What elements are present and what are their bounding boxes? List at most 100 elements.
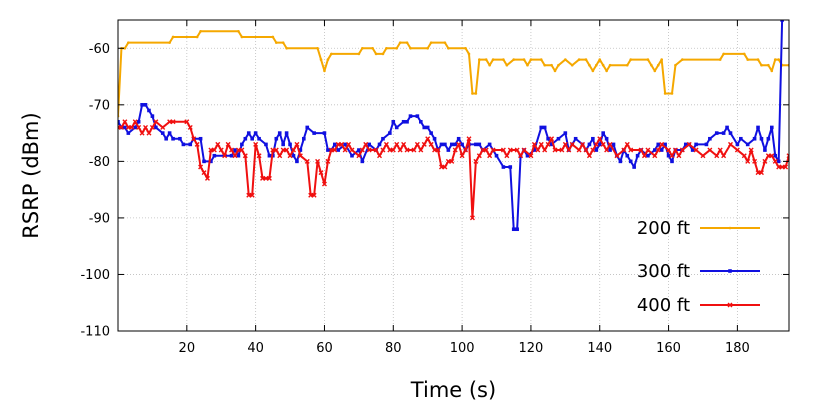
data-point bbox=[250, 136, 254, 141]
data-point bbox=[367, 142, 371, 147]
data-point bbox=[401, 119, 406, 124]
data-point bbox=[653, 148, 657, 152]
x-tick-label: 40 bbox=[247, 341, 264, 356]
data-point bbox=[587, 142, 592, 147]
data-point bbox=[758, 170, 764, 176]
data-point bbox=[508, 165, 513, 169]
data-point bbox=[597, 142, 602, 147]
data-point bbox=[160, 124, 166, 130]
data-point bbox=[356, 153, 362, 159]
data-point bbox=[767, 63, 770, 67]
data-point bbox=[694, 142, 698, 147]
data-point bbox=[501, 165, 506, 169]
data-point bbox=[405, 119, 409, 124]
data-point bbox=[742, 52, 746, 56]
data-point bbox=[460, 142, 464, 147]
data-point bbox=[655, 147, 661, 153]
data-point bbox=[229, 153, 234, 158]
data-point bbox=[773, 153, 778, 158]
data-point bbox=[414, 141, 420, 147]
data-point bbox=[780, 20, 784, 22]
data-point bbox=[233, 148, 237, 152]
data-point bbox=[229, 147, 235, 153]
data-point bbox=[266, 175, 272, 181]
data-point bbox=[415, 114, 420, 118]
data-point bbox=[394, 141, 400, 147]
data-point bbox=[717, 147, 723, 153]
data-point bbox=[686, 141, 692, 147]
data-point bbox=[756, 125, 760, 130]
data-point bbox=[552, 147, 558, 153]
data-point bbox=[752, 136, 757, 141]
y-tick-label: -80 bbox=[89, 155, 110, 170]
data-point bbox=[660, 58, 663, 61]
y-tick-label: -90 bbox=[89, 211, 110, 226]
data-point bbox=[511, 227, 516, 232]
data-point bbox=[708, 136, 712, 141]
data-point bbox=[336, 148, 341, 152]
data-point bbox=[666, 147, 672, 153]
data-point bbox=[295, 159, 299, 164]
data-point bbox=[126, 131, 131, 135]
x-tick-label: 160 bbox=[656, 341, 681, 356]
data-point bbox=[584, 58, 588, 61]
data-point bbox=[700, 153, 706, 159]
data-point bbox=[491, 58, 495, 61]
data-point bbox=[411, 147, 417, 153]
data-point bbox=[325, 158, 331, 164]
data-point bbox=[549, 136, 555, 142]
data-point bbox=[346, 141, 352, 147]
data-point bbox=[271, 35, 275, 39]
x-tick-label: 180 bbox=[725, 341, 750, 356]
data-point bbox=[670, 92, 674, 95]
data-point bbox=[722, 52, 725, 56]
data-point bbox=[449, 158, 455, 164]
data-point bbox=[202, 159, 206, 164]
data-point bbox=[194, 141, 200, 147]
data-point bbox=[129, 124, 135, 130]
series-line bbox=[118, 20, 784, 231]
data-point bbox=[284, 131, 289, 135]
data-point bbox=[783, 164, 789, 170]
data-point bbox=[477, 142, 482, 147]
data-point bbox=[409, 46, 412, 50]
data-point bbox=[188, 142, 193, 147]
data-point bbox=[311, 192, 317, 198]
data-point bbox=[178, 136, 182, 141]
data-point bbox=[237, 30, 240, 33]
legend-label: 200 ft bbox=[637, 218, 690, 239]
data-point bbox=[118, 119, 120, 124]
data-point bbox=[359, 147, 365, 153]
data-point bbox=[349, 147, 355, 153]
data-point bbox=[253, 131, 258, 135]
data-point bbox=[212, 153, 217, 158]
legend-marker bbox=[728, 269, 732, 273]
data-point bbox=[171, 35, 175, 39]
data-point bbox=[388, 131, 392, 135]
series-400-ft bbox=[118, 119, 789, 221]
data-point bbox=[474, 92, 478, 95]
data-point bbox=[267, 153, 272, 158]
data-point bbox=[277, 153, 283, 159]
data-point bbox=[136, 124, 142, 130]
data-point bbox=[146, 130, 152, 136]
data-point bbox=[659, 148, 664, 152]
data-point bbox=[446, 148, 451, 152]
data-point bbox=[383, 141, 389, 147]
data-point bbox=[452, 147, 458, 153]
data-point bbox=[562, 141, 568, 147]
data-point bbox=[330, 52, 333, 56]
data-point bbox=[608, 63, 612, 67]
data-point bbox=[777, 58, 780, 61]
data-point bbox=[776, 159, 781, 164]
data-point bbox=[542, 125, 547, 130]
data-point bbox=[123, 46, 127, 50]
data-point bbox=[153, 119, 159, 125]
data-point bbox=[670, 159, 674, 164]
data-point bbox=[621, 147, 627, 153]
data-point bbox=[535, 147, 541, 153]
data-point bbox=[257, 136, 261, 141]
data-point bbox=[559, 147, 565, 153]
